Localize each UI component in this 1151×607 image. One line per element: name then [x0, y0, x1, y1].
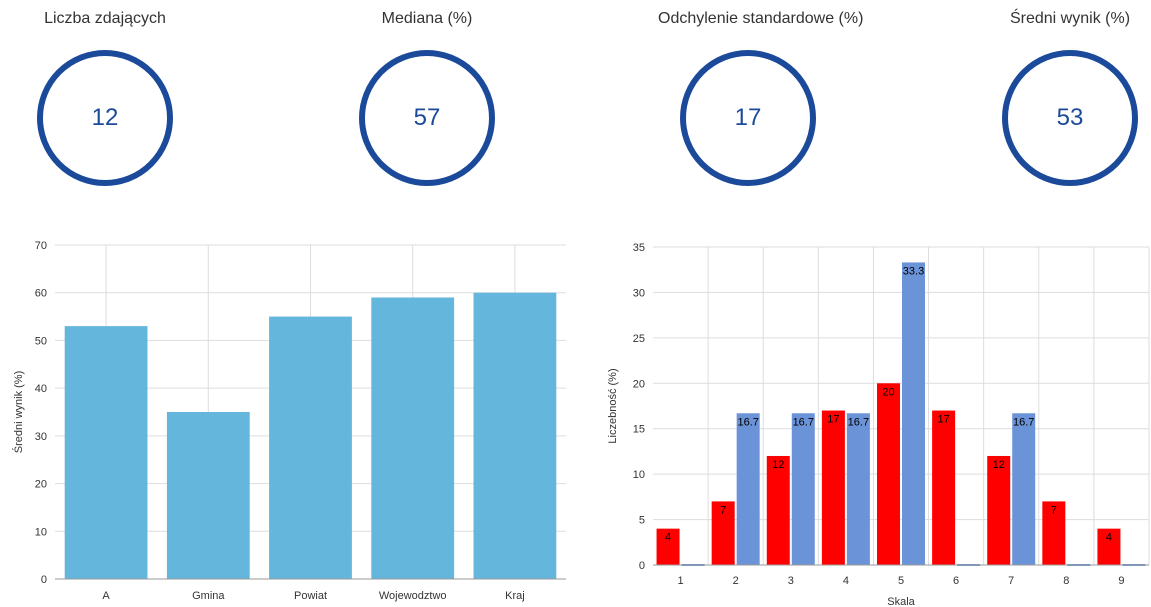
y-tick-label: 0 — [639, 560, 645, 572]
data-label: 12 — [772, 459, 784, 471]
y-tick-label: 70 — [35, 240, 47, 252]
bar-blue — [736, 413, 760, 565]
bar — [473, 292, 557, 579]
x-tick-label: 6 — [953, 575, 959, 587]
bar-red — [877, 383, 900, 565]
x-tick-label: 5 — [898, 575, 904, 587]
kpi-mean-value: 53 — [1002, 50, 1138, 186]
data-label: 17 — [937, 414, 949, 426]
bar-red — [1042, 501, 1066, 565]
y-axis-label: Średni wynik (%) — [12, 371, 25, 454]
kpi-count: Liczba zdających 12 — [15, 0, 195, 205]
bar — [269, 316, 352, 579]
kpi-median: Mediana (%) 57 — [337, 0, 517, 205]
bar-red — [766, 455, 790, 565]
data-label: 12 — [993, 459, 1005, 471]
y-tick-label: 20 — [35, 479, 47, 491]
data-label: 33.3 — [903, 265, 924, 277]
data-label: 20 — [882, 386, 894, 398]
x-tick-label: 7 — [1008, 575, 1014, 587]
bar-red — [711, 501, 735, 565]
data-label: 4 — [1106, 532, 1112, 544]
x-tick-label: Gmina — [192, 590, 225, 602]
y-tick-label: 0 — [41, 574, 47, 586]
y-tick-label: 25 — [633, 333, 645, 345]
x-axis-label: Skala — [887, 596, 915, 607]
bar — [371, 297, 455, 579]
x-tick-label: 3 — [788, 575, 794, 587]
kpi-mean: Średni wynik (%) 53 — [980, 0, 1151, 205]
data-label: 16.7 — [848, 416, 869, 428]
y-tick-label: 30 — [35, 431, 47, 443]
y-tick-label: 5 — [639, 515, 645, 527]
mean-score-bar-chart: 0 10 20 30 40 50 60 70 A Gmina Powiat Wojewodztwo Kr… — [12, 240, 566, 602]
bar — [64, 326, 148, 579]
bar-red — [1097, 528, 1121, 565]
y-tick-label: 40 — [35, 383, 47, 395]
data-label: 16.7 — [793, 416, 814, 428]
kpi-count-value: 12 — [37, 50, 173, 186]
data-label: 16.7 — [737, 416, 758, 428]
bar-blue — [902, 262, 925, 565]
y-tick-label: 35 — [633, 242, 645, 254]
bar-red — [656, 528, 680, 565]
y-tick-label: 50 — [35, 335, 47, 347]
kpi-mean-label: Średni wynik (%) — [1009, 10, 1131, 27]
kpi-stddev-label: Odchylenie standardowe (%) — [658, 10, 864, 27]
y-tick-label: 60 — [35, 288, 47, 300]
y-axis-label: Liczebność (%) — [607, 368, 619, 443]
kpi-median-value: 57 — [359, 50, 495, 186]
y-tick-label: 20 — [633, 378, 645, 390]
data-label: 4 — [665, 532, 671, 544]
kpi-stddev: Odchylenie standardowe (%) 17 — [658, 0, 864, 205]
x-tick-label: 2 — [733, 575, 739, 587]
bar-blue — [791, 413, 815, 565]
y-tick-label: 15 — [633, 424, 645, 436]
bar-red — [821, 410, 845, 565]
data-label: 7 — [1051, 504, 1057, 516]
bar-blue — [1012, 413, 1036, 565]
x-tick-label: A — [102, 590, 110, 602]
bar-red — [932, 410, 956, 565]
kpi-count-label: Liczba zdających — [44, 10, 166, 27]
y-tick-label: 10 — [633, 469, 645, 481]
bar — [166, 412, 250, 579]
kpi-stddev-value: 17 — [680, 50, 816, 186]
x-tick-label: 4 — [843, 575, 849, 587]
data-label: 16.7 — [1013, 416, 1034, 428]
bar-blue — [846, 413, 870, 565]
x-tick-label: 9 — [1118, 575, 1124, 587]
bar-red — [987, 455, 1011, 565]
x-tick-label: Wojewodztwo — [379, 590, 447, 602]
x-tick-label: 1 — [677, 575, 683, 587]
y-tick-label: 30 — [633, 287, 645, 299]
y-tick-label: 10 — [35, 526, 47, 538]
x-tick-label: Kraj — [505, 590, 525, 602]
data-label: 7 — [720, 504, 726, 516]
x-tick-label: 8 — [1063, 575, 1069, 587]
data-label: 17 — [827, 414, 839, 426]
x-tick-label: Powiat — [294, 590, 327, 602]
kpi-median-label: Mediana (%) — [381, 10, 473, 27]
